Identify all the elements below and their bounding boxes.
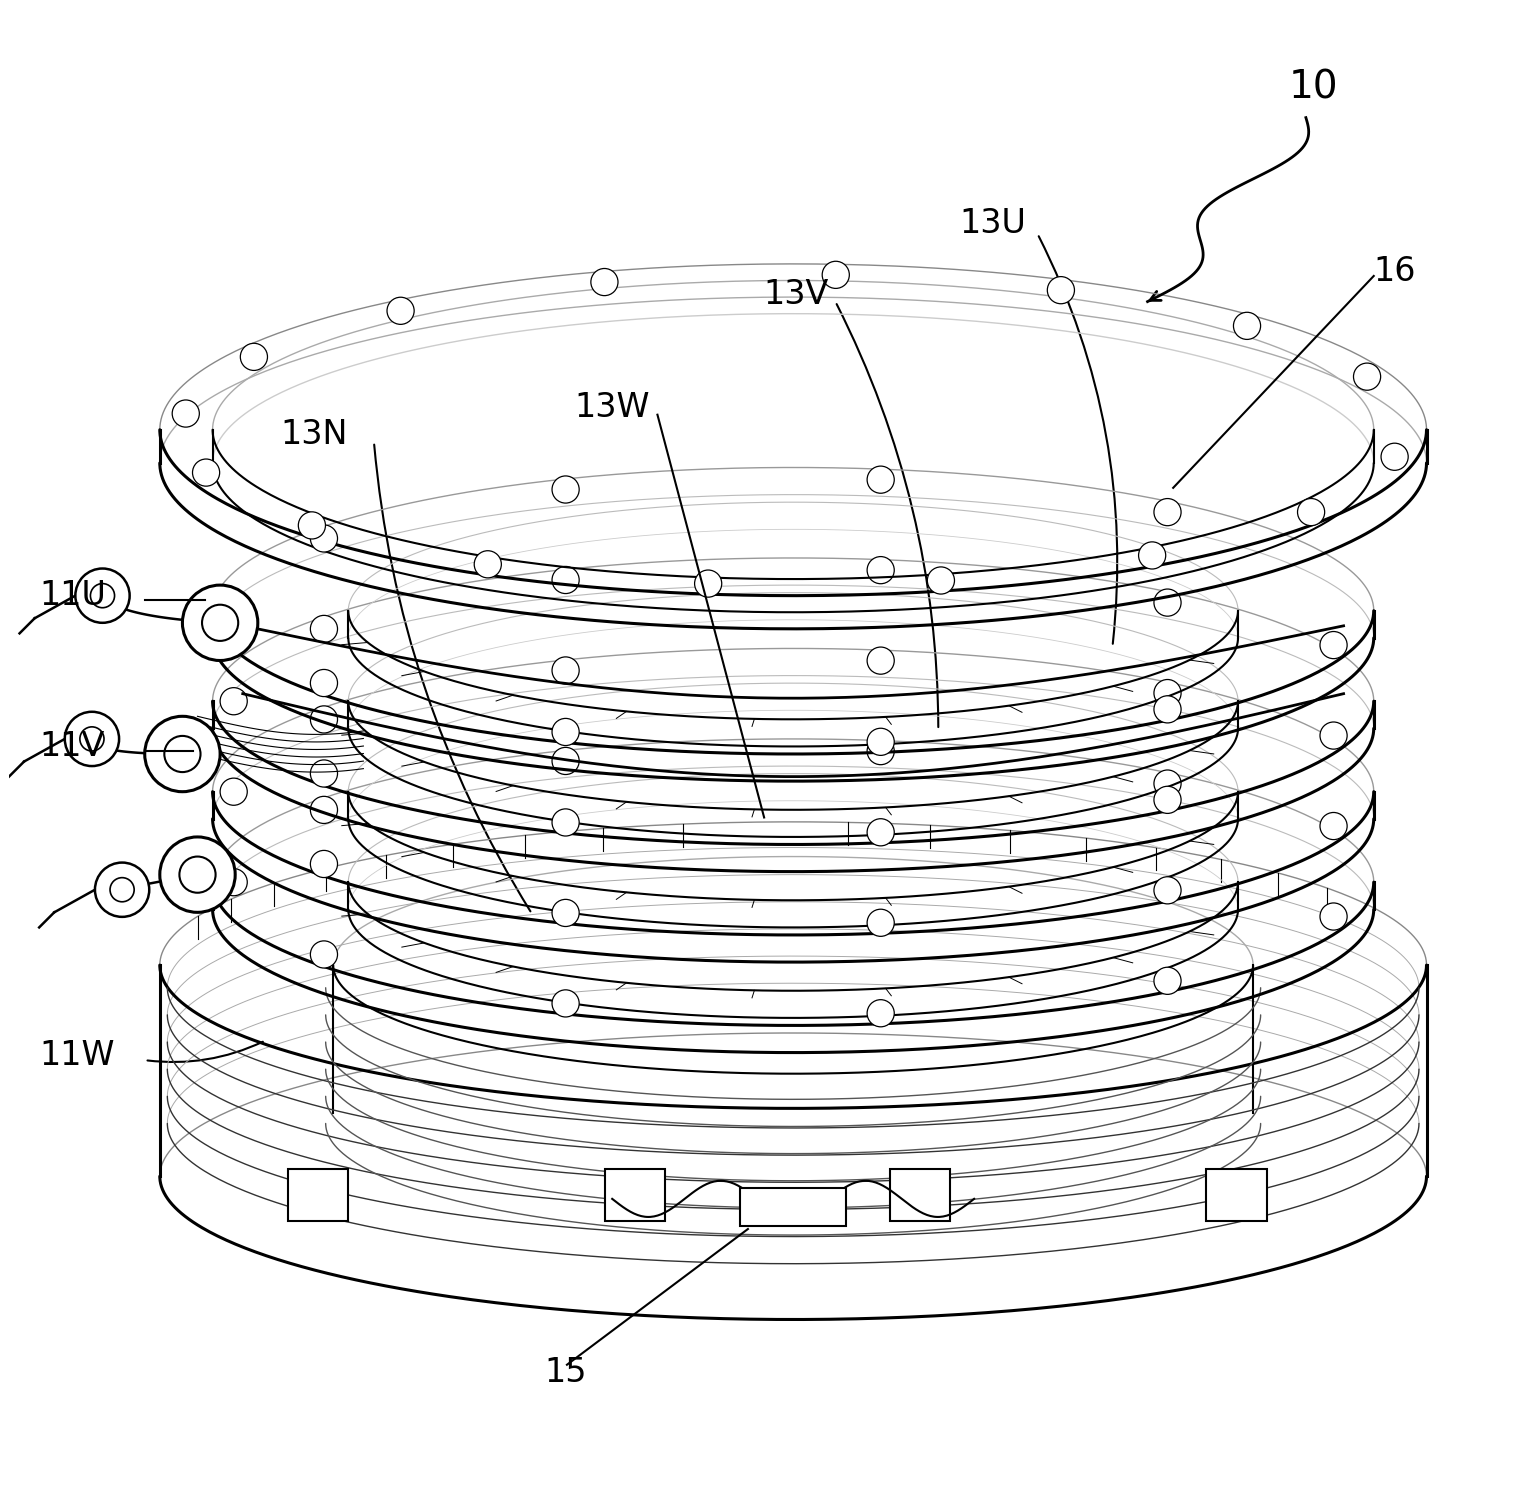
Circle shape [1233,312,1260,339]
Circle shape [1138,541,1166,569]
Circle shape [1154,695,1181,722]
Circle shape [1154,876,1181,903]
Text: 13W: 13W [574,391,650,424]
Circle shape [220,688,247,715]
Circle shape [310,851,337,878]
Circle shape [79,727,104,751]
Circle shape [867,1000,894,1027]
Circle shape [201,605,238,641]
Circle shape [240,344,267,371]
Circle shape [310,706,337,733]
Circle shape [310,525,337,552]
Text: 13V: 13V [763,277,829,311]
Circle shape [694,570,722,597]
Circle shape [1320,722,1347,749]
Circle shape [145,716,220,792]
Circle shape [90,584,114,608]
Circle shape [1354,363,1381,391]
Circle shape [867,647,894,674]
Circle shape [64,712,119,766]
Text: 11V: 11V [40,730,105,763]
Circle shape [1154,590,1181,617]
Bar [604,1169,665,1221]
Circle shape [867,556,894,584]
Circle shape [192,458,220,486]
Circle shape [172,400,200,427]
Text: 13N: 13N [281,418,348,451]
Circle shape [310,941,337,968]
Circle shape [552,748,580,775]
Circle shape [310,760,337,787]
Circle shape [552,899,580,926]
Circle shape [1381,443,1408,470]
Text: 13U: 13U [958,207,1025,240]
Circle shape [310,670,337,697]
Circle shape [552,808,580,835]
Circle shape [110,878,134,902]
Circle shape [823,261,850,288]
Circle shape [95,863,150,917]
Bar [740,1188,845,1226]
Circle shape [160,837,235,912]
Circle shape [180,857,215,893]
Circle shape [1154,499,1181,526]
Circle shape [1047,276,1074,303]
Bar [890,1169,951,1221]
Circle shape [1154,786,1181,813]
Circle shape [183,585,258,661]
Circle shape [552,477,580,504]
Circle shape [867,737,894,765]
Text: 15: 15 [545,1356,588,1389]
Bar [288,1169,348,1221]
Circle shape [552,989,580,1016]
Circle shape [552,718,580,745]
Text: 10: 10 [1288,68,1338,107]
Circle shape [298,511,325,538]
Circle shape [552,567,580,594]
Circle shape [1320,632,1347,659]
Text: 11U: 11U [40,579,105,612]
Bar [1207,1169,1267,1221]
Circle shape [1154,680,1181,707]
Circle shape [310,615,337,642]
Circle shape [220,869,247,896]
Circle shape [165,736,200,772]
Circle shape [928,567,954,594]
Circle shape [75,569,130,623]
Circle shape [591,268,618,296]
Text: 11W: 11W [40,1039,114,1072]
Circle shape [1297,499,1325,526]
Circle shape [1320,813,1347,840]
Circle shape [552,657,580,685]
Circle shape [1154,967,1181,994]
Circle shape [388,297,414,324]
Circle shape [867,819,894,846]
Circle shape [475,550,502,578]
Circle shape [867,909,894,936]
Circle shape [220,778,247,805]
Text: 16: 16 [1373,255,1416,288]
Circle shape [867,728,894,756]
Circle shape [1320,903,1347,930]
Circle shape [220,597,247,624]
Circle shape [1154,771,1181,798]
Circle shape [310,796,337,823]
Circle shape [867,466,894,493]
